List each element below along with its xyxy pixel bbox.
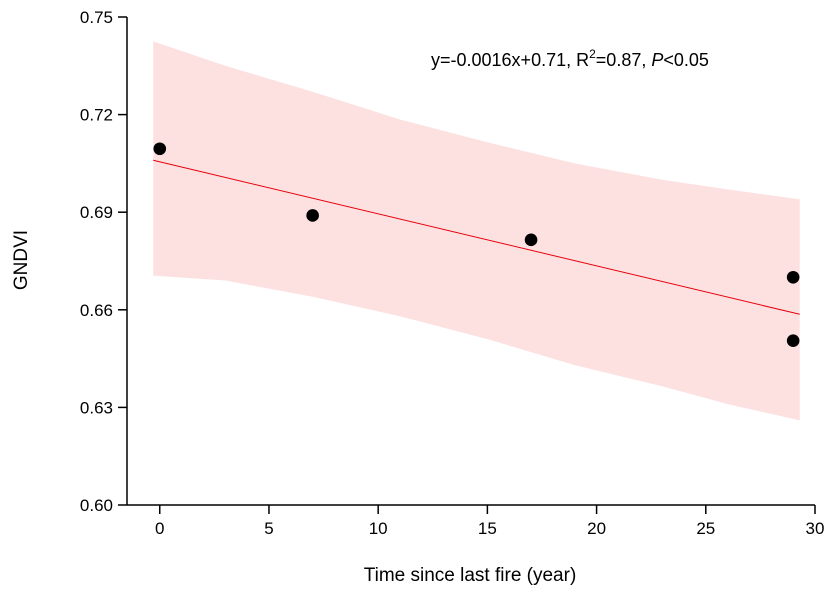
x-tick-label: 5 <box>264 519 273 538</box>
annotation-p-letter: P <box>651 50 663 70</box>
y-tick-label: 0.66 <box>80 301 113 320</box>
regression-line <box>153 159 800 315</box>
y-tick-label: 0.69 <box>80 203 113 222</box>
y-tick-label: 0.72 <box>80 106 113 125</box>
data-point <box>306 209 319 222</box>
x-tick-label: 0 <box>155 519 164 538</box>
data-point <box>153 142 167 156</box>
axes-layer: 0.60 0.63 0.66 0.69 0.72 0.75 0 5 10 15 20 25 30 <box>80 8 825 538</box>
data-point <box>786 270 800 284</box>
x-tick-label: 20 <box>587 519 606 538</box>
data-points-layer <box>153 142 800 348</box>
data-point <box>524 233 538 247</box>
x-axis-title: Time since last fire (year) <box>364 565 577 586</box>
y-tick-label: 0.63 <box>80 398 113 417</box>
confidence-band <box>153 41 800 421</box>
y-axis-title: GNDVI <box>11 230 32 290</box>
annotation-p-value: <0.05 <box>663 50 709 70</box>
confidence-band-layer <box>153 41 800 421</box>
x-tick-label: 30 <box>806 519 825 538</box>
x-tick-label: 25 <box>696 519 715 538</box>
fit-line-layer <box>153 159 800 315</box>
annotation-equation: y=-0.0016x+0.71, R <box>431 50 589 70</box>
x-tick-label: 10 <box>369 519 388 538</box>
y-tick-label: 0.60 <box>80 496 113 515</box>
annotation-r2-value: =0.87, <box>596 50 652 70</box>
data-point <box>786 334 800 348</box>
x-tick-label: 15 <box>478 519 497 538</box>
chart-annotation: y=-0.0016x+0.71, R2=0.87, P<0.05 <box>431 47 709 70</box>
annotation-r2-superscript: 2 <box>589 47 596 61</box>
y-tick-label: 0.75 <box>80 8 113 27</box>
